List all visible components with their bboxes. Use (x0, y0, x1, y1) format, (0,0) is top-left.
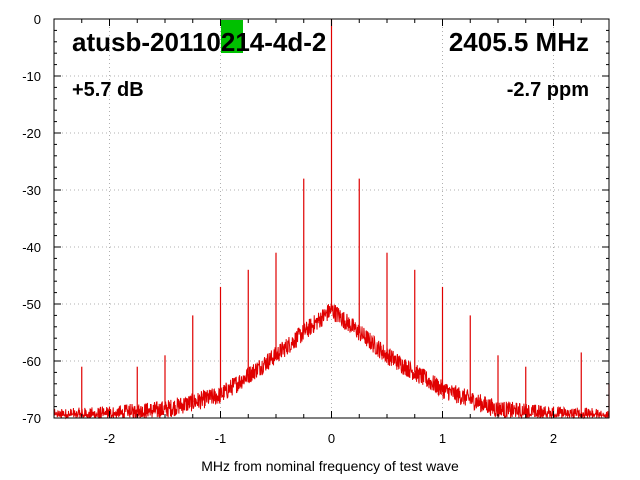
y-tick-label: 0 (34, 12, 41, 27)
x-tick-label: 1 (439, 431, 446, 446)
axis-ticks (53, 18, 610, 419)
x-axis-label: MHz from nominal frequency of test wave (201, 458, 459, 474)
y-tick-label: -40 (22, 240, 41, 255)
x-tick-label: 0 (328, 431, 335, 446)
status-badge (221, 20, 243, 53)
chart-title-right: 2405.5 MHz (449, 27, 589, 57)
y-tick-label: -70 (22, 411, 41, 426)
annotation-left: +5.7 dB (72, 79, 144, 101)
y-tick-label: -60 (22, 354, 41, 369)
y-tick-label: -30 (22, 183, 41, 198)
x-tick-label: -1 (215, 431, 227, 446)
chart-title-left: atusb-20110214-4d-2 (72, 27, 326, 57)
y-tick-label: -50 (22, 297, 41, 312)
y-tick-label: -20 (22, 126, 41, 141)
y-tick-label: -10 (22, 69, 41, 84)
x-tick-labels: -2 -1 0 1 2 (104, 431, 557, 446)
y-tick-labels: 0 -10 -20 -30 -40 -50 -60 -70 (22, 12, 41, 426)
annotation-right: -2.7 ppm (507, 79, 589, 101)
spectrum-trace (53, 19, 610, 420)
x-tick-label: 2 (550, 431, 557, 446)
x-tick-label: -2 (104, 431, 116, 446)
